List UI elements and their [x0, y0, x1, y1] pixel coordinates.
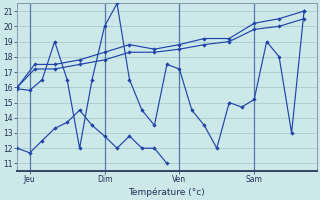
X-axis label: Température (°c): Température (°c) — [129, 187, 205, 197]
